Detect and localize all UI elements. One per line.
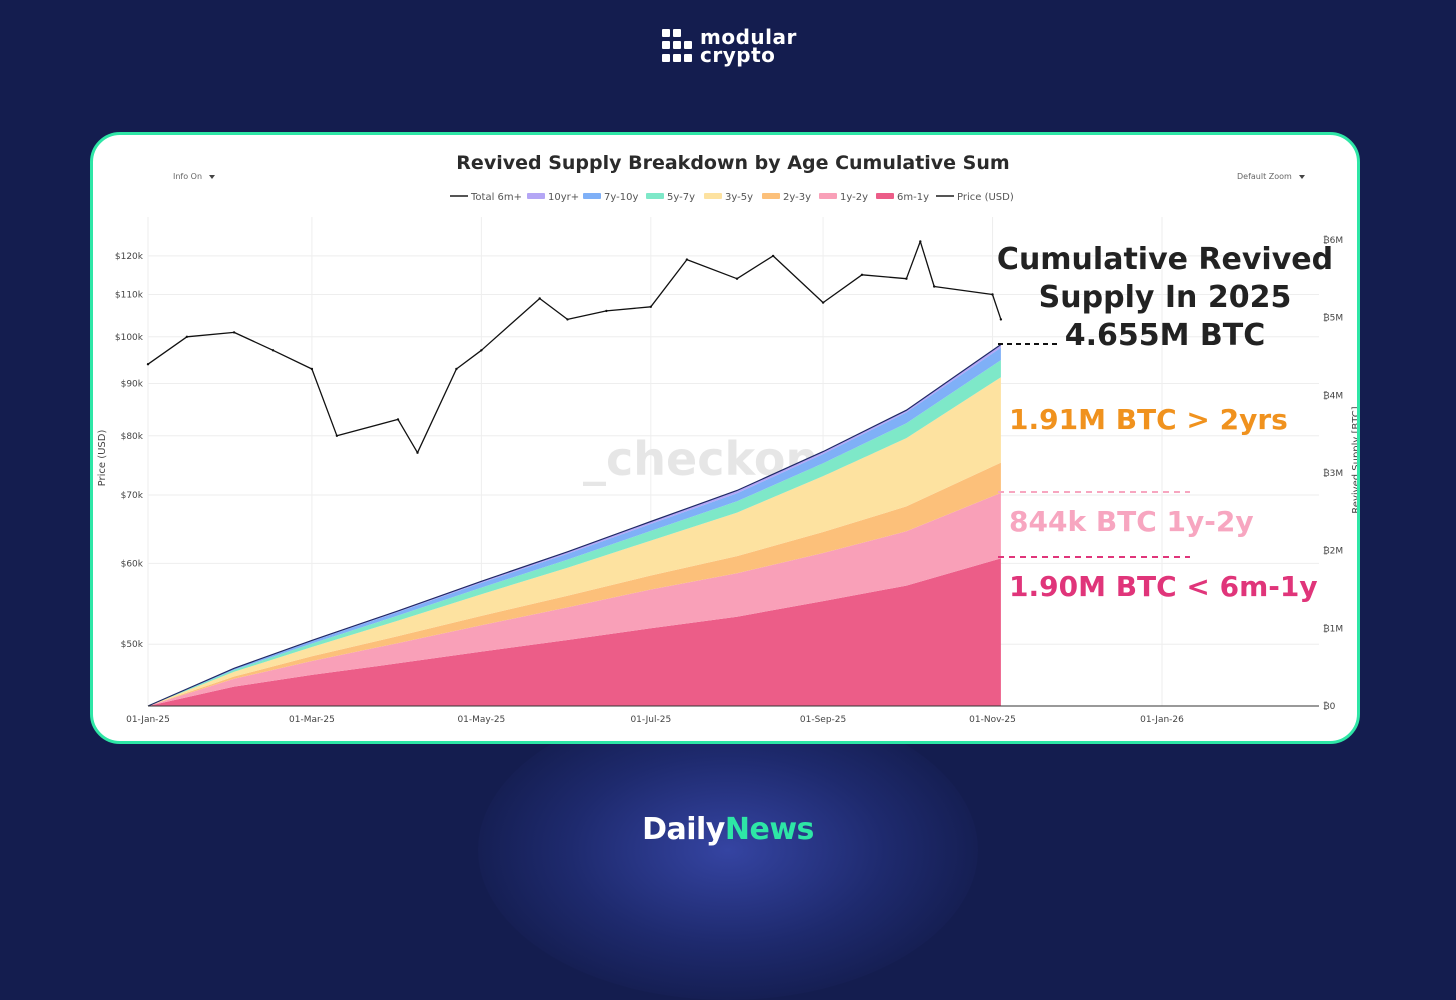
price-point-5 xyxy=(335,434,339,437)
legend-label-6m-1y: 6m-1y xyxy=(897,192,929,203)
y-left-tick-label-4: $90k xyxy=(121,380,144,390)
y-left-tick-label-0: $50k xyxy=(121,640,144,650)
brand-logo: modular crypto xyxy=(662,26,797,66)
price-line xyxy=(147,240,1002,454)
area-3y-5y xyxy=(148,377,1001,706)
price-point-16 xyxy=(771,254,775,258)
legend-label-1y-2y: 1y-2y xyxy=(840,192,868,203)
y-right-tick-label-2: ₿2M xyxy=(1323,546,1343,557)
annotation-6m-1y: 1.90M BTC < 6m-1y xyxy=(1009,570,1318,603)
price-point-3 xyxy=(271,349,275,352)
price-point-10 xyxy=(538,297,541,300)
area-6m-1y xyxy=(148,558,1001,706)
price-point-2 xyxy=(232,331,236,334)
annotation-over-2yrs: 1.91M BTC > 2yrs xyxy=(1009,403,1288,436)
legend-label-10yr-: 10yr+ xyxy=(548,192,579,203)
price-point-11 xyxy=(566,318,569,321)
legend-label-total-6m-: Total 6m+ xyxy=(470,192,522,203)
chart-header: Revived Supply Breakdown by Age Cumulati… xyxy=(173,152,1305,203)
legend-swatch-3y-5y xyxy=(704,193,722,199)
x-tick-label-1: 01-Mar-25 xyxy=(289,715,335,725)
x-tick-label-4: 01-Sep-25 xyxy=(800,715,846,725)
legend-swatch-2y-3y xyxy=(762,193,780,199)
background-glow xyxy=(478,700,978,1000)
price-point-13 xyxy=(649,305,652,308)
y-left-axis-label: Price (USD) xyxy=(97,430,108,487)
legend-swatch-1y-2y xyxy=(819,193,837,199)
legend-swatch-7y-10y xyxy=(583,193,601,199)
default-zoom-chevron-down-icon xyxy=(1299,175,1305,179)
info-on-label: Info On xyxy=(173,172,202,181)
y-right-tick-label-6: ₿6M xyxy=(1323,235,1343,246)
brand-line-1: modular xyxy=(700,25,797,49)
x-tick-label-0: 01-Jan-25 xyxy=(126,715,170,725)
y-right-tick-label-3: ₿3M xyxy=(1323,468,1343,479)
price-point-14 xyxy=(685,258,689,261)
legend-label-2y-3y: 2y-3y xyxy=(783,192,811,203)
x-tick-label-5: 01-Nov-25 xyxy=(969,715,1016,725)
price-point-17 xyxy=(821,301,825,304)
annotation-1y-2y: 844k BTC 1y-2y xyxy=(1009,505,1254,538)
legend-label-5y-7y: 5y-7y xyxy=(667,192,695,203)
legend-swatch-10yr- xyxy=(527,193,545,199)
y-left-tick-label-6: $110k xyxy=(115,290,144,300)
supply-areas xyxy=(147,344,1002,707)
area-5y-7y xyxy=(148,360,1001,706)
price-line-layer xyxy=(146,240,1003,454)
axes: 01-Jan-25 01-Mar-25 01-May-25 01-Jul-25 01-S… xyxy=(97,235,1357,725)
y-right-axis-label: Revived Supply [BTC] xyxy=(1351,406,1357,513)
y-left-tick-label-1: $60k xyxy=(121,559,144,569)
price-point-19 xyxy=(905,277,908,280)
price-point-20 xyxy=(919,240,922,243)
footer-news: News xyxy=(724,812,815,847)
price-point-9 xyxy=(480,349,483,352)
price-point-22 xyxy=(991,293,994,296)
price-point-8 xyxy=(455,367,458,371)
legend-swatch-6m-1y xyxy=(876,193,894,199)
brand-name: modular crypto xyxy=(700,25,797,67)
default-zoom-label: Default Zoom xyxy=(1237,172,1292,181)
y-right-tick-label-1: ₿1M xyxy=(1323,623,1343,634)
x-tick-label-6: 01-Jan-26 xyxy=(1140,715,1184,725)
area-7y-10y xyxy=(148,347,1001,706)
x-tick-label-3: 01-Jul-25 xyxy=(630,715,671,725)
annotation-total-line-0: Cumulative Revived xyxy=(997,242,1333,277)
price-point-7 xyxy=(416,451,419,454)
x-tick-label-2: 01-May-25 xyxy=(457,715,505,725)
price-point-21 xyxy=(933,285,936,288)
price-point-0 xyxy=(146,363,150,366)
area-1y-2y xyxy=(148,492,1001,706)
legend-swatch-5y-7y xyxy=(646,193,664,199)
price-point-1 xyxy=(185,335,189,338)
price-point-18 xyxy=(860,273,864,276)
y-left-tick-label-7: $120k xyxy=(115,252,144,262)
legend-label-7y-10y: 7y-10y xyxy=(604,192,638,203)
y-left-tick-label-2: $70k xyxy=(121,491,144,501)
footer-daily: Daily xyxy=(642,812,725,847)
price-point-15 xyxy=(735,277,739,280)
annotation-total-line-1: Supply In 2025 xyxy=(1039,280,1292,315)
price-point-12 xyxy=(605,309,608,313)
modular-grid-logo-icon xyxy=(662,29,694,63)
price-point-23 xyxy=(999,318,1003,321)
brand-line-2: crypto xyxy=(700,43,776,67)
y-right-tick-label-5: ₿5M xyxy=(1323,313,1343,324)
chart-title: Revived Supply Breakdown by Age Cumulati… xyxy=(456,152,1009,174)
legend-label-price-usd-: Price (USD) xyxy=(957,192,1014,203)
footer-logo: DailyNews xyxy=(0,812,1456,847)
annotation-total-line-2: 4.655M BTC xyxy=(1065,318,1266,353)
y-right-tick-label-4: ₿4M xyxy=(1323,390,1343,401)
price-point-6 xyxy=(396,418,400,421)
y-left-tick-label-5: $100k xyxy=(115,333,144,343)
price-point-4 xyxy=(310,367,314,371)
info-on-chevron-down-icon xyxy=(209,175,215,179)
y-left-tick-label-3: $80k xyxy=(121,432,144,442)
area-2y-3y xyxy=(148,462,1001,706)
revived-supply-chart: _checkonchain 01-Jan-25 01-Mar-25 01-May-2… xyxy=(97,152,1357,725)
total-6m-plus-line xyxy=(147,344,1002,707)
chart-card: _checkonchain 01-Jan-25 01-Mar-25 01-May-2… xyxy=(90,132,1360,744)
y-right-tick-label-0: ₿0 xyxy=(1323,701,1336,712)
legend-label-3y-5y: 3y-5y xyxy=(725,192,753,203)
